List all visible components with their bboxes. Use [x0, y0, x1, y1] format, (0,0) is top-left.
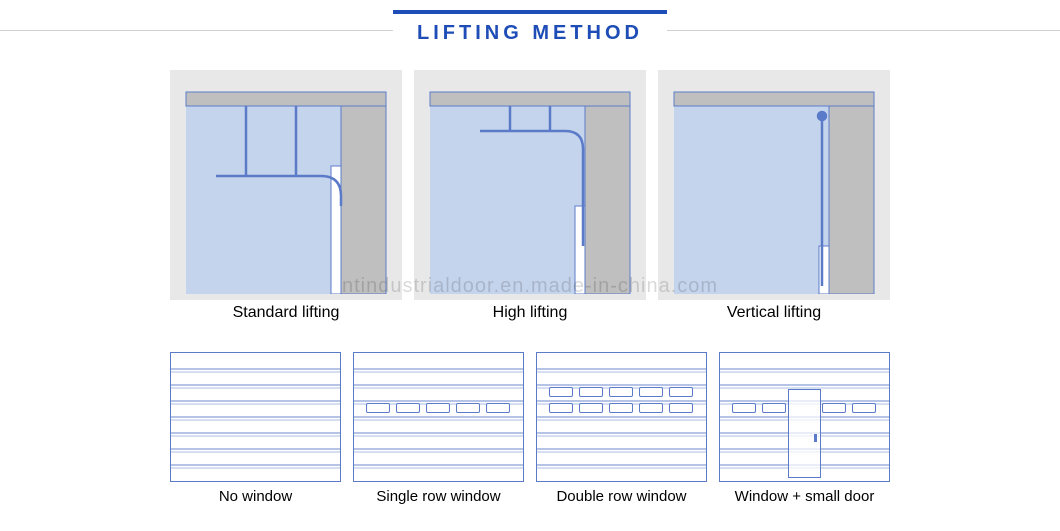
lifting-diagram-vertical	[658, 70, 890, 300]
page-title: LIFTING METHOD	[393, 10, 667, 53]
door-diagram	[719, 352, 890, 482]
window-icon	[852, 403, 876, 413]
door-caption: Single row window	[376, 488, 500, 505]
lifting-caption: Vertical lifting	[727, 304, 821, 322]
door-caption: Window + small door	[735, 488, 875, 505]
window-icon	[456, 403, 480, 413]
window-icon	[822, 403, 846, 413]
door-caption: Double row window	[556, 488, 686, 505]
window-icon	[762, 403, 786, 413]
lifting-method-row: Standard lifting High lifting Vertical lif…	[0, 70, 1060, 322]
window-icon	[486, 403, 510, 413]
door-options-row: No window Single row window Double row win…	[0, 352, 1060, 505]
window-icon	[732, 403, 756, 413]
header: LIFTING METHOD	[0, 10, 1060, 50]
door-card: Window + small door	[719, 352, 890, 505]
door-card: No window	[170, 352, 341, 505]
door-diagram	[536, 352, 707, 482]
window-icon	[609, 387, 633, 397]
window-icon	[549, 387, 573, 397]
window-icon	[609, 403, 633, 413]
lifting-diagram-high	[414, 70, 646, 300]
window-icon	[639, 403, 663, 413]
lifting-diagram-standard	[170, 70, 402, 300]
window-icon	[366, 403, 390, 413]
door-card: Double row window	[536, 352, 707, 505]
lifting-card: Vertical lifting	[658, 70, 890, 322]
lifting-card: Standard lifting	[170, 70, 402, 322]
window-icon	[639, 387, 663, 397]
window-icon	[396, 403, 420, 413]
lifting-caption: High lifting	[493, 304, 568, 322]
window-icon	[669, 387, 693, 397]
door-diagram	[353, 352, 524, 482]
lifting-caption: Standard lifting	[233, 304, 340, 322]
lifting-card: High lifting	[414, 70, 646, 322]
window-icon	[579, 387, 603, 397]
window-icon	[549, 403, 573, 413]
door-card: Single row window	[353, 352, 524, 505]
door-diagram	[170, 352, 341, 482]
window-icon	[669, 403, 693, 413]
door-caption: No window	[219, 488, 292, 505]
window-icon	[579, 403, 603, 413]
window-icon	[426, 403, 450, 413]
small-door-icon	[788, 389, 822, 479]
